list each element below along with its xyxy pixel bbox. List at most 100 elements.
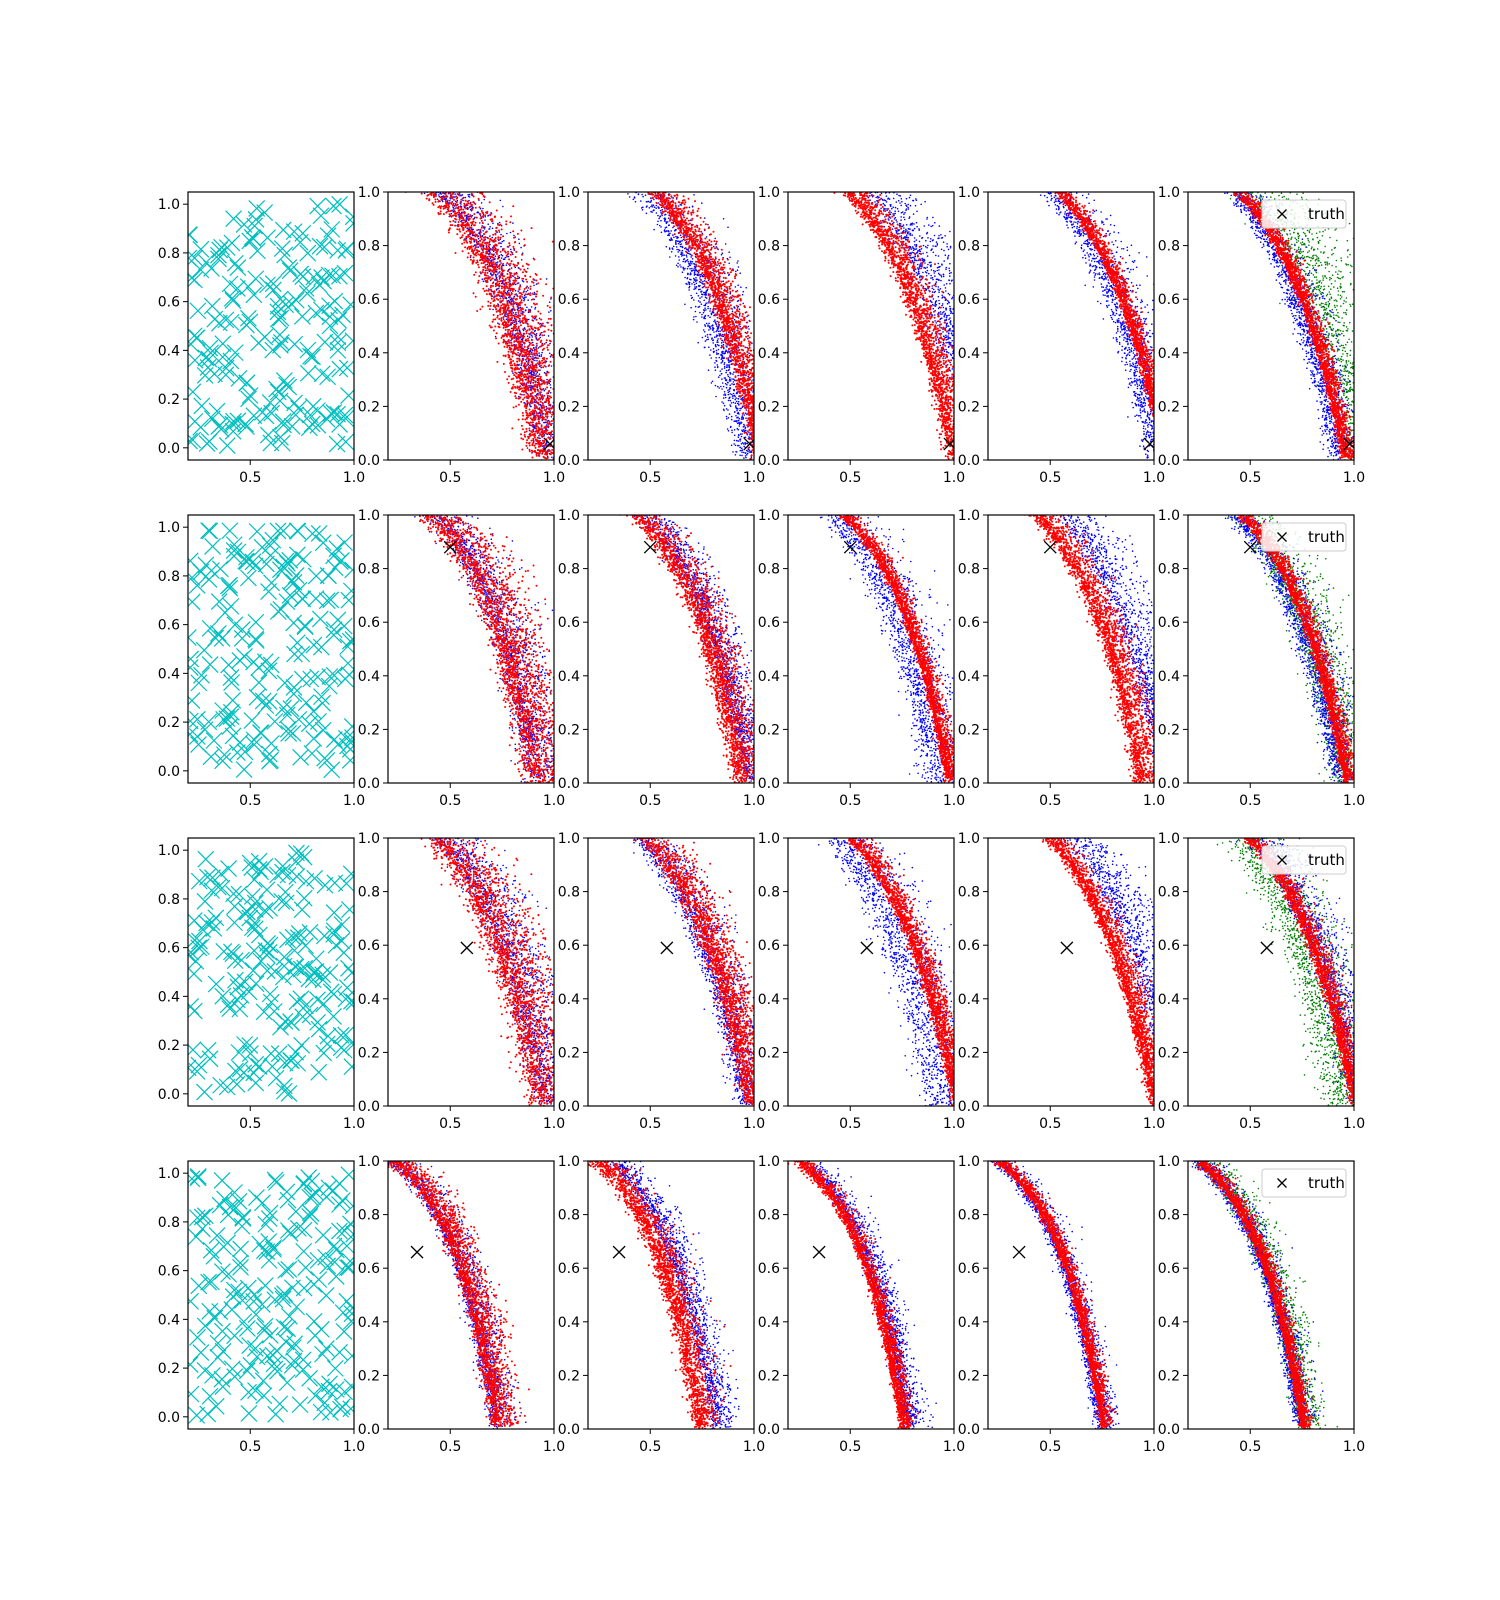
data-point: [537, 328, 539, 330]
data-point: [455, 189, 457, 191]
data-point: [708, 369, 710, 371]
data-point: [557, 373, 559, 375]
data-point: [718, 331, 720, 333]
data-point: [560, 396, 562, 398]
data-point: [545, 374, 547, 376]
data-point: [570, 395, 572, 397]
data-point: [731, 383, 733, 385]
data-point: [453, 181, 455, 183]
data-point: [579, 427, 581, 429]
data-point: [600, 434, 602, 436]
data-point: [531, 339, 533, 341]
data-point: [550, 387, 552, 389]
data-point: [549, 353, 551, 355]
data-point: [486, 249, 488, 251]
data-point: [525, 359, 527, 361]
data-point: [442, 186, 444, 188]
data-point: [517, 263, 519, 265]
data-point: [429, 185, 431, 187]
data-point: [506, 344, 508, 346]
data-point: [538, 369, 540, 371]
data-point: [542, 397, 544, 399]
data-point: [547, 322, 549, 324]
data-point: [719, 335, 721, 337]
data-point: [683, 268, 685, 270]
data-point: [494, 318, 496, 320]
data-point: [444, 196, 446, 198]
data-point: [559, 318, 561, 320]
data-point: [555, 433, 557, 435]
data-point: [537, 375, 539, 377]
data-point: [501, 266, 503, 268]
data-point: [523, 238, 525, 240]
design-point-marker: [314, 366, 330, 382]
data-point: [531, 372, 533, 374]
data-point: [524, 373, 526, 375]
data-point: [651, 204, 653, 206]
data-point: [471, 194, 473, 196]
data-point: [510, 254, 512, 256]
data-point: [549, 301, 551, 303]
data-point: [469, 182, 471, 184]
data-point: [528, 367, 530, 369]
data-point: [761, 449, 763, 451]
data-point: [557, 419, 559, 421]
data-point: [537, 362, 539, 364]
data-point: [694, 286, 696, 288]
design-point-marker: [260, 230, 276, 246]
data-point: [475, 244, 477, 246]
data-point: [535, 401, 537, 403]
data-point: [499, 224, 501, 226]
data-point: [536, 319, 538, 321]
data-point: [650, 197, 652, 199]
data-point: [495, 230, 497, 232]
data-point: [524, 349, 526, 351]
data-point: [434, 193, 436, 195]
data-point: [492, 282, 494, 284]
data-point: [474, 217, 476, 219]
data-point: [507, 253, 509, 255]
data-point: [467, 227, 469, 229]
data-point: [463, 203, 465, 205]
data-point: [467, 218, 469, 220]
data-point: [516, 380, 518, 382]
data-point: [511, 293, 513, 295]
data-point: [567, 433, 569, 435]
data-point: [637, 187, 639, 189]
data-point: [427, 178, 429, 180]
design-point-marker: [223, 353, 239, 369]
data-point: [517, 303, 519, 305]
data-point: [537, 413, 539, 415]
data-point: [461, 236, 463, 238]
data-point: [699, 277, 701, 279]
plot-area: [181, 196, 362, 453]
data-point: [683, 180, 685, 182]
data-point: [510, 322, 512, 324]
data-point: [538, 449, 540, 451]
data-point: [422, 183, 424, 185]
data-point: [526, 307, 528, 309]
data-point: [449, 221, 451, 223]
data-point: [504, 371, 506, 373]
data-point: [558, 418, 560, 420]
data-point: [515, 367, 517, 369]
data-point: [506, 319, 508, 321]
data-point: [539, 373, 541, 375]
data-point: [522, 291, 524, 293]
data-point: [493, 291, 495, 293]
data-point: [435, 188, 437, 190]
data-point: [500, 216, 502, 218]
data-point: [502, 316, 504, 318]
data-point: [442, 189, 444, 191]
data-point: [497, 236, 499, 238]
data-point: [767, 433, 769, 435]
data-point: [448, 229, 450, 231]
data-point: [570, 430, 572, 432]
data-point: [802, 457, 804, 459]
data-point: [451, 186, 453, 188]
data-point: [489, 240, 491, 242]
data-point: [499, 271, 501, 273]
data-point: [737, 284, 739, 286]
data-point: [550, 438, 552, 440]
data-point: [510, 348, 512, 350]
